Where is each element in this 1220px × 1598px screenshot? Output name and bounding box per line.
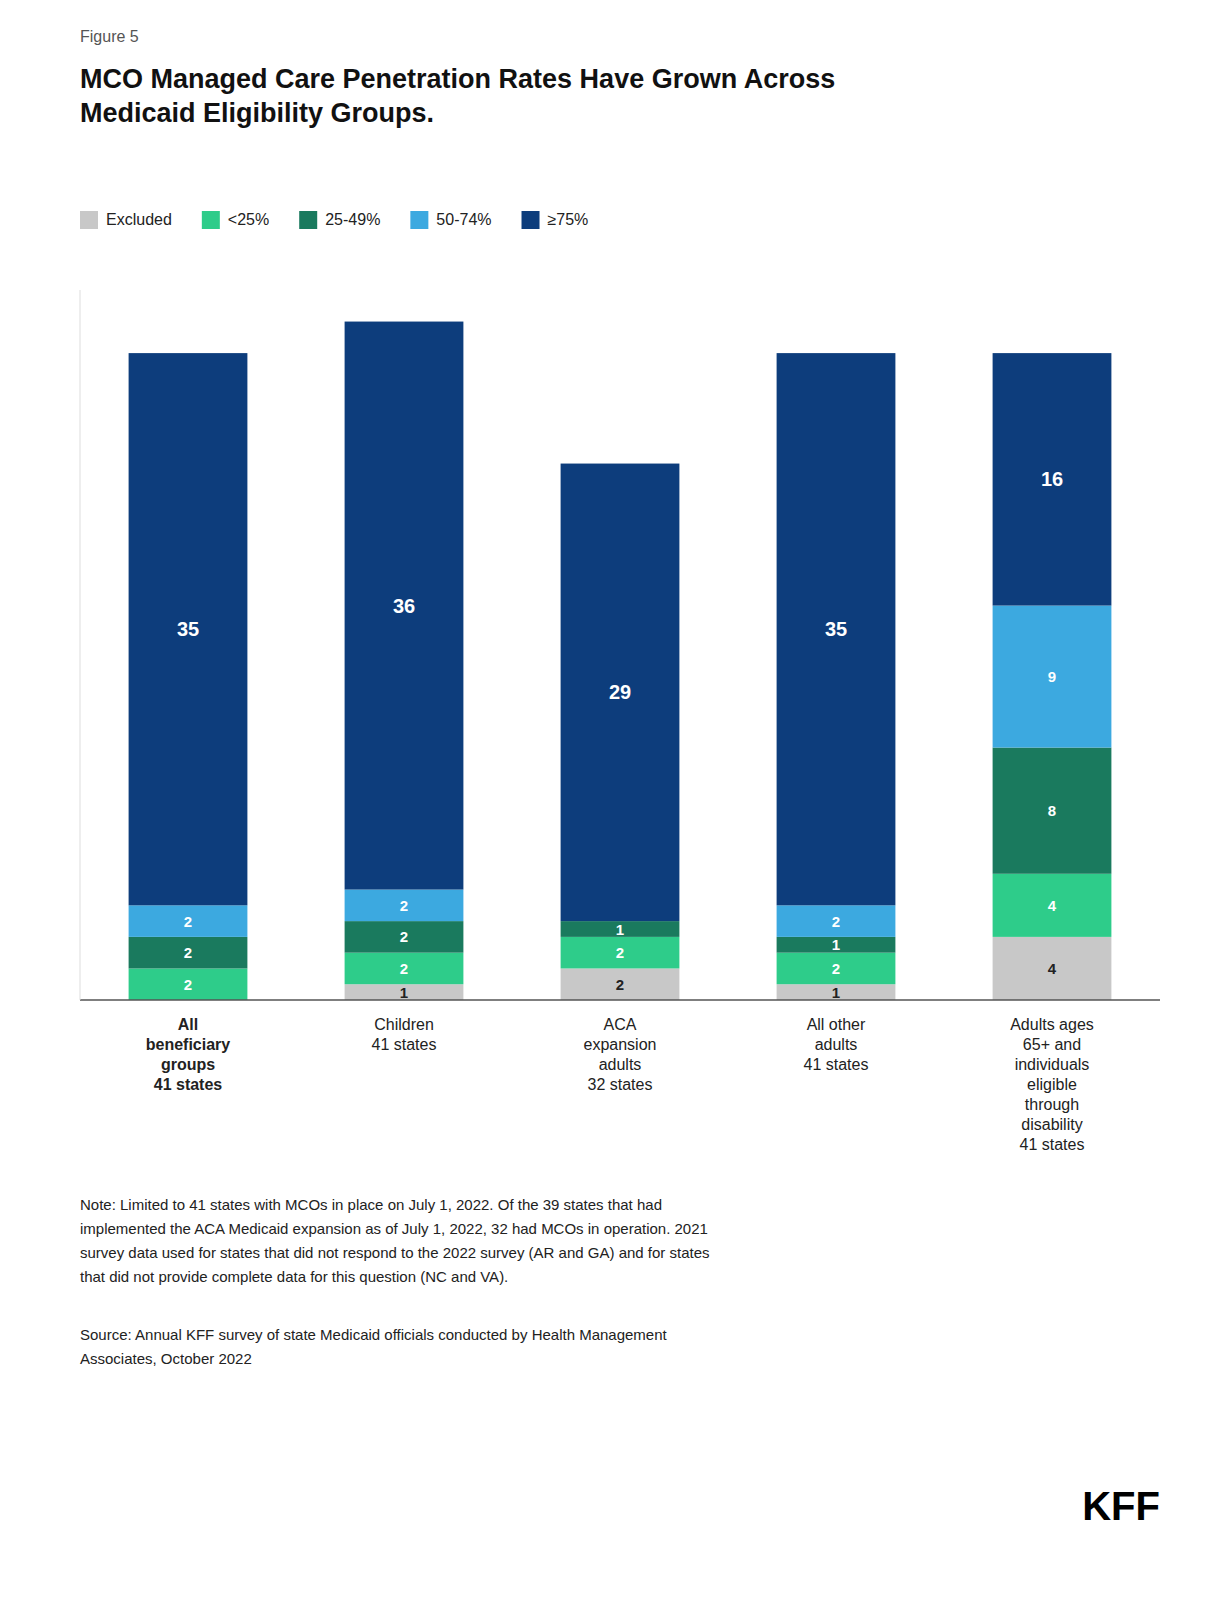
- data-label: 2: [400, 928, 408, 945]
- x-axis: [80, 999, 1160, 1001]
- bar-segment: [561, 937, 680, 969]
- legend-swatch: [299, 211, 317, 229]
- bar-segment: [129, 968, 248, 1000]
- data-label: 4: [1048, 897, 1057, 914]
- legend-swatch: [80, 211, 98, 229]
- data-labels: 1214222242211822293536293516: [177, 468, 1063, 1000]
- x-tick-label: Allbeneficiarygroups41 states: [146, 1016, 231, 1093]
- figure-label: Figure 5: [80, 28, 139, 45]
- legend-label: ≥75%: [548, 211, 589, 228]
- bar-segment: [993, 353, 1112, 605]
- data-label: 2: [616, 976, 624, 993]
- bar-segment: [777, 905, 896, 937]
- data-label: 35: [177, 618, 199, 640]
- bar-segment: [129, 353, 248, 905]
- bar-segment: [993, 748, 1112, 874]
- data-label: 2: [184, 944, 192, 961]
- source: Source: Annual KFF survey of state Medic…: [80, 1326, 668, 1367]
- note: Note: Limited to 41 states with MCOs in …: [80, 1196, 710, 1285]
- background: [0, 0, 1220, 1598]
- bar-segment: [561, 968, 680, 1000]
- logo: KFF: [1082, 1484, 1160, 1528]
- data-label: 8: [1048, 802, 1056, 819]
- bars: [129, 322, 1112, 1000]
- legend-swatch: [410, 211, 428, 229]
- x-tick-label: ACAexpansionadults32 states: [584, 1016, 657, 1093]
- x-tick-label: All otheradults41 states: [804, 1016, 869, 1073]
- data-label: 1: [400, 984, 408, 1001]
- bar-segment: [129, 905, 248, 937]
- bar-segment: [561, 921, 680, 937]
- data-label: 1: [832, 984, 840, 1001]
- bar-segment: [345, 322, 464, 890]
- y-axis: [80, 290, 81, 1000]
- bar-segment: [993, 606, 1112, 748]
- legend-label: Excluded: [106, 211, 172, 228]
- data-label: 2: [832, 913, 840, 930]
- data-label: 2: [400, 897, 408, 914]
- bar-segment: [345, 890, 464, 922]
- bar-segment: [345, 953, 464, 985]
- data-label: 36: [393, 595, 415, 617]
- bar-segment: [777, 937, 896, 953]
- data-label: 2: [184, 976, 192, 993]
- data-label: 1: [832, 936, 840, 953]
- bar-segment: [129, 937, 248, 969]
- bar-segment: [561, 464, 680, 922]
- data-label: 2: [184, 913, 192, 930]
- legend-label: 25-49%: [325, 211, 380, 228]
- data-label: 4: [1048, 960, 1057, 977]
- legend-label: 50-74%: [436, 211, 491, 228]
- data-label: 29: [609, 681, 631, 703]
- data-label: 16: [1041, 468, 1063, 490]
- bar-segment: [345, 921, 464, 953]
- title: MCO Managed Care Penetration Rates Have …: [80, 64, 835, 128]
- data-label: 2: [400, 960, 408, 977]
- x-tick-label: Children41 states: [372, 1016, 437, 1053]
- x-tick-label: Adults ages65+ andindividualseligiblethr…: [1010, 1016, 1094, 1153]
- data-label: 1: [616, 921, 624, 938]
- legend-label: <25%: [228, 211, 269, 228]
- data-label: 35: [825, 618, 847, 640]
- bar-segment: [993, 874, 1112, 937]
- data-label: 2: [832, 960, 840, 977]
- legend-swatch: [202, 211, 220, 229]
- bar-segment: [345, 984, 464, 1000]
- bar-segment: [777, 953, 896, 985]
- bar-segment: [993, 937, 1112, 1000]
- bar-segment: [777, 353, 896, 905]
- legend: Excluded <25% 25-49% 50-74% ≥75%: [80, 211, 588, 229]
- data-label: 9: [1048, 668, 1056, 685]
- data-label: 2: [616, 944, 624, 961]
- chart: Figure 5 MCO Managed Care Penetration Rat…: [0, 0, 1220, 1598]
- bar-segment: [777, 984, 896, 1000]
- legend-swatch: [522, 211, 540, 229]
